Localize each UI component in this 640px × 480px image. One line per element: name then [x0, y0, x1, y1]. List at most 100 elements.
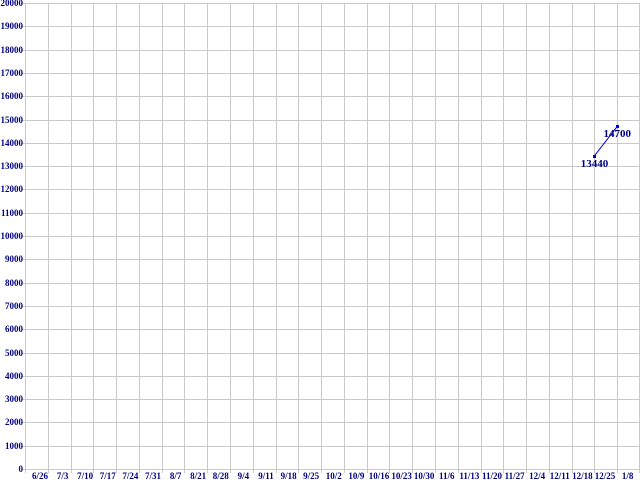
gridline-v	[184, 3, 186, 469]
y-tick	[21, 445, 25, 447]
y-tick	[21, 305, 25, 307]
x-axis-label: 10/2	[325, 471, 342, 480]
y-axis-label: 2000	[5, 417, 23, 428]
gridline-v	[594, 3, 596, 469]
y-axis-label: 19000	[0, 21, 24, 32]
gridline-v	[116, 3, 118, 469]
y-tick	[21, 142, 25, 144]
gridline-h	[25, 49, 640, 51]
gridline-h	[25, 72, 640, 74]
y-tick	[21, 399, 25, 401]
y-tick	[21, 189, 25, 191]
y-tick	[21, 119, 25, 121]
gridline-v	[321, 3, 323, 469]
x-tick	[252, 469, 254, 473]
x-axis-label: 6/26	[31, 471, 49, 480]
gridline-v	[366, 3, 368, 469]
y-tick	[21, 422, 25, 424]
x-axis-label: 10/9	[348, 471, 365, 480]
gridline-h	[25, 142, 640, 144]
x-tick	[457, 469, 459, 473]
gridline-v	[526, 3, 528, 469]
x-tick	[389, 469, 391, 473]
x-tick	[343, 469, 345, 473]
gridline-h	[25, 26, 640, 28]
y-axis-label: 6000	[5, 324, 23, 335]
gridline-v	[161, 3, 163, 469]
x-tick	[184, 469, 186, 473]
x-axis-label: 11/13	[459, 471, 480, 480]
x-axis-label: 10/16	[368, 471, 390, 480]
gridline-h	[25, 352, 640, 354]
x-axis-label: 7/31	[144, 471, 162, 480]
gridline-v	[207, 3, 209, 469]
x-tick	[435, 469, 436, 473]
x-tick	[503, 469, 505, 473]
x-axis-label: 1/8	[621, 471, 634, 480]
y-axis-label: 4000	[5, 370, 23, 381]
y-axis-label: 11000	[0, 207, 23, 218]
x-axis-label: 9/4	[237, 471, 250, 480]
y-axis-label: 18000	[0, 44, 24, 55]
y-axis-label: 13000	[0, 161, 24, 172]
y-tick	[21, 3, 25, 4]
data-point-marker	[616, 125, 620, 129]
x-tick	[93, 469, 95, 473]
x-tick	[25, 469, 26, 473]
y-tick	[21, 469, 25, 470]
gridline-h	[25, 305, 640, 307]
y-tick	[21, 259, 25, 261]
y-tick	[21, 72, 25, 74]
x-axis-label: 9/25	[303, 471, 320, 480]
gridline-h	[25, 189, 640, 191]
y-tick	[21, 236, 25, 237]
y-axis-label: 1000	[5, 440, 23, 451]
x-axis-label: 8/21	[190, 471, 207, 480]
gridline-v	[343, 3, 345, 469]
x-axis-label: 10/23	[391, 471, 412, 480]
y-axis-label: 5000	[5, 347, 23, 358]
y-axis-label: 8000	[5, 277, 23, 288]
x-tick	[526, 469, 528, 473]
x-axis-label: 7/24	[122, 471, 139, 480]
x-tick	[161, 469, 163, 473]
x-tick	[594, 469, 596, 473]
x-axis-label: 8/28	[212, 471, 229, 480]
y-axis-label: 12000	[0, 184, 24, 195]
gridline-v	[298, 3, 300, 469]
gridline-v	[480, 3, 482, 469]
y-axis-label: 3000	[5, 394, 23, 405]
y-axis-label: 7000	[5, 300, 23, 311]
x-tick	[412, 469, 414, 473]
y-axis-label: 17000	[0, 67, 24, 78]
x-axis-label: 10/30	[413, 471, 435, 480]
x-tick	[617, 469, 619, 473]
data-point-label: 13440	[580, 157, 609, 170]
gridline-v	[252, 3, 254, 469]
series-line	[594, 126, 618, 157]
gridline-v	[503, 3, 505, 469]
gridline-v	[93, 3, 95, 469]
y-axis-label: 20000	[0, 0, 24, 8]
gridline-v	[70, 3, 72, 469]
x-tick	[207, 469, 209, 473]
x-tick	[480, 469, 482, 473]
gridline-v	[412, 3, 414, 469]
y-axis-label: 10000	[0, 231, 24, 241]
gridline-v	[435, 3, 436, 469]
x-axis-label: 12/4	[529, 471, 546, 480]
gridline-h	[25, 119, 640, 121]
y-tick	[21, 49, 25, 51]
x-tick	[138, 469, 140, 473]
gridline-h	[25, 236, 640, 237]
gridline-h	[25, 3, 640, 4]
gridline-h	[25, 399, 640, 401]
x-axis-label: 11/20	[481, 471, 503, 480]
x-tick	[298, 469, 300, 473]
y-tick	[21, 212, 25, 214]
gridline-v	[25, 3, 26, 469]
x-axis-label: 7/10	[77, 471, 94, 480]
x-axis-label: 11/6	[439, 471, 455, 480]
